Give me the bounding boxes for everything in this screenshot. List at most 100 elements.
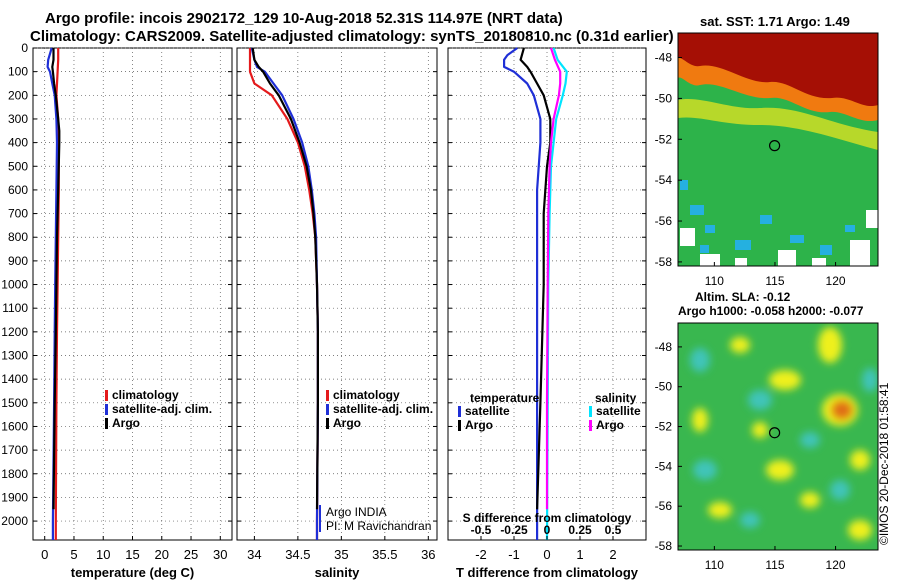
sla-high-anomaly — [850, 450, 870, 470]
series-line-argo — [251, 47, 319, 510]
y-tick-label: 0 — [21, 41, 28, 55]
legend-title-salinity: salinity — [595, 391, 637, 405]
sla-high-anomaly — [708, 502, 732, 518]
top-tick-label: -0.5 — [471, 523, 492, 537]
legend-label: climatology — [333, 388, 400, 402]
map-lon-label: 115 — [765, 274, 784, 288]
legend-swatch — [105, 390, 108, 401]
x-tick-label: 30 — [213, 547, 227, 562]
sst-cold-patch — [690, 205, 704, 215]
y-tick-label: 400 — [8, 136, 28, 150]
y-tick-label: 1100 — [2, 301, 28, 315]
y-tick-label: 600 — [8, 183, 28, 197]
map-lat-label: -48 — [655, 340, 673, 354]
legend-label: Argo — [465, 418, 493, 432]
y-tick-label: 200 — [8, 88, 28, 102]
sla-low-anomaly — [693, 460, 717, 480]
sst-hot-region — [678, 33, 878, 107]
x-tick-label: 34.5 — [285, 547, 310, 562]
y-tick-label: 1900 — [1, 490, 28, 504]
map-lat-label: -56 — [655, 499, 673, 513]
legend-label: satellite — [465, 404, 510, 418]
map-lon-label: 120 — [826, 274, 846, 288]
sst-cloud-gap — [850, 240, 870, 266]
argo-location-marker — [769, 427, 781, 439]
legend-swatch — [458, 406, 461, 417]
map-lon-label: 115 — [765, 558, 784, 572]
y-tick-label: 900 — [8, 254, 28, 268]
sla-high-anomaly — [800, 492, 820, 508]
sla-low-anomaly — [690, 348, 710, 372]
map-lat-label: -50 — [655, 380, 673, 394]
x-tick-label: 20 — [155, 547, 169, 562]
sla-high-anomaly — [769, 370, 801, 390]
top-tick-label: 0.25 — [568, 523, 592, 537]
x-tick-label: 10 — [96, 547, 110, 562]
sst-cloud-gap — [700, 254, 720, 266]
sst-cold-patch — [705, 225, 715, 233]
x-tick-label: 34 — [247, 547, 261, 562]
sla-high-anomaly — [818, 327, 842, 363]
legend-title-temperature: temperature — [470, 391, 540, 405]
panel-annotation: PI: M Ravichandran — [326, 519, 431, 533]
y-tick-label: 2000 — [1, 514, 28, 528]
y-tick-label: 1500 — [1, 396, 28, 410]
top-axis-label: S difference from climatology — [463, 511, 632, 525]
map-lat-label: -58 — [655, 539, 673, 553]
sla-map-title: Altim. SLA: -0.12 — [695, 290, 791, 304]
sla-high-anomaly — [752, 422, 768, 438]
sst-map-frame — [677, 32, 879, 267]
legend-swatch — [326, 404, 329, 415]
sst-cold-patch — [680, 180, 688, 190]
sst-cold-patch — [735, 240, 751, 250]
legend-label: Argo — [112, 416, 140, 430]
map-lon-label: 110 — [705, 274, 724, 288]
sst-cold-patch — [760, 215, 772, 224]
legend-swatch — [458, 420, 461, 431]
x-tick-label: 5 — [70, 547, 77, 562]
x-tick-label: -2 — [475, 547, 487, 562]
map-lat-label: -58 — [655, 255, 673, 269]
y-tick-label: 1400 — [1, 372, 28, 386]
argo-location-marker — [769, 140, 781, 152]
sst-map-title: sat. SST: 1.71 Argo: 1.49 — [700, 14, 850, 29]
x-tick-label: 15 — [125, 547, 139, 562]
sla-high-anomaly — [730, 337, 750, 353]
x-tick-label: 2 — [609, 547, 616, 562]
sst-map — [678, 33, 878, 266]
series-line-temperature-argo — [519, 47, 552, 510]
sla-eddies — [690, 327, 878, 540]
map-lon-label: 110 — [705, 558, 724, 572]
sla-map-subtitle: Argo h1000: -0.058 h2000: -0.077 — [678, 304, 864, 318]
sla-low-anomaly — [748, 390, 772, 410]
legend-swatch — [105, 418, 108, 429]
map-lat-label: -52 — [655, 420, 673, 434]
legend-label: satellite-adj. clim. — [333, 402, 433, 416]
y-tick-label: 800 — [8, 230, 28, 244]
sla-low-anomaly — [800, 432, 820, 448]
series-line-argo — [51, 48, 61, 510]
y-tick-label: 1700 — [1, 443, 28, 457]
sst-cloud-gap — [735, 258, 747, 266]
legend-swatch — [589, 420, 592, 431]
sst-cold-patch — [820, 245, 832, 255]
y-tick-label: 1300 — [1, 349, 28, 363]
x-axis-label: salinity — [315, 565, 361, 580]
x-tick-label: 1 — [576, 547, 583, 562]
plot-frame — [32, 47, 233, 541]
map-lat-label: -52 — [655, 132, 673, 146]
legend-label: climatology — [112, 388, 179, 402]
top-tick-label: 0 — [544, 523, 551, 537]
sst-cloud-gap — [866, 210, 878, 228]
sst-cloud-gap — [778, 250, 796, 266]
sst-cold-patch — [790, 235, 804, 243]
x-axis-label: T difference from climatology — [456, 565, 639, 580]
sla-low-anomaly — [740, 512, 760, 528]
top-tick-label: 0.5 — [605, 523, 622, 537]
y-tick-label: 300 — [8, 112, 28, 126]
legend-label: Argo — [596, 418, 624, 432]
legend-swatch — [326, 418, 329, 429]
legend-label: satellite — [596, 404, 641, 418]
sst-front — [678, 98, 878, 150]
